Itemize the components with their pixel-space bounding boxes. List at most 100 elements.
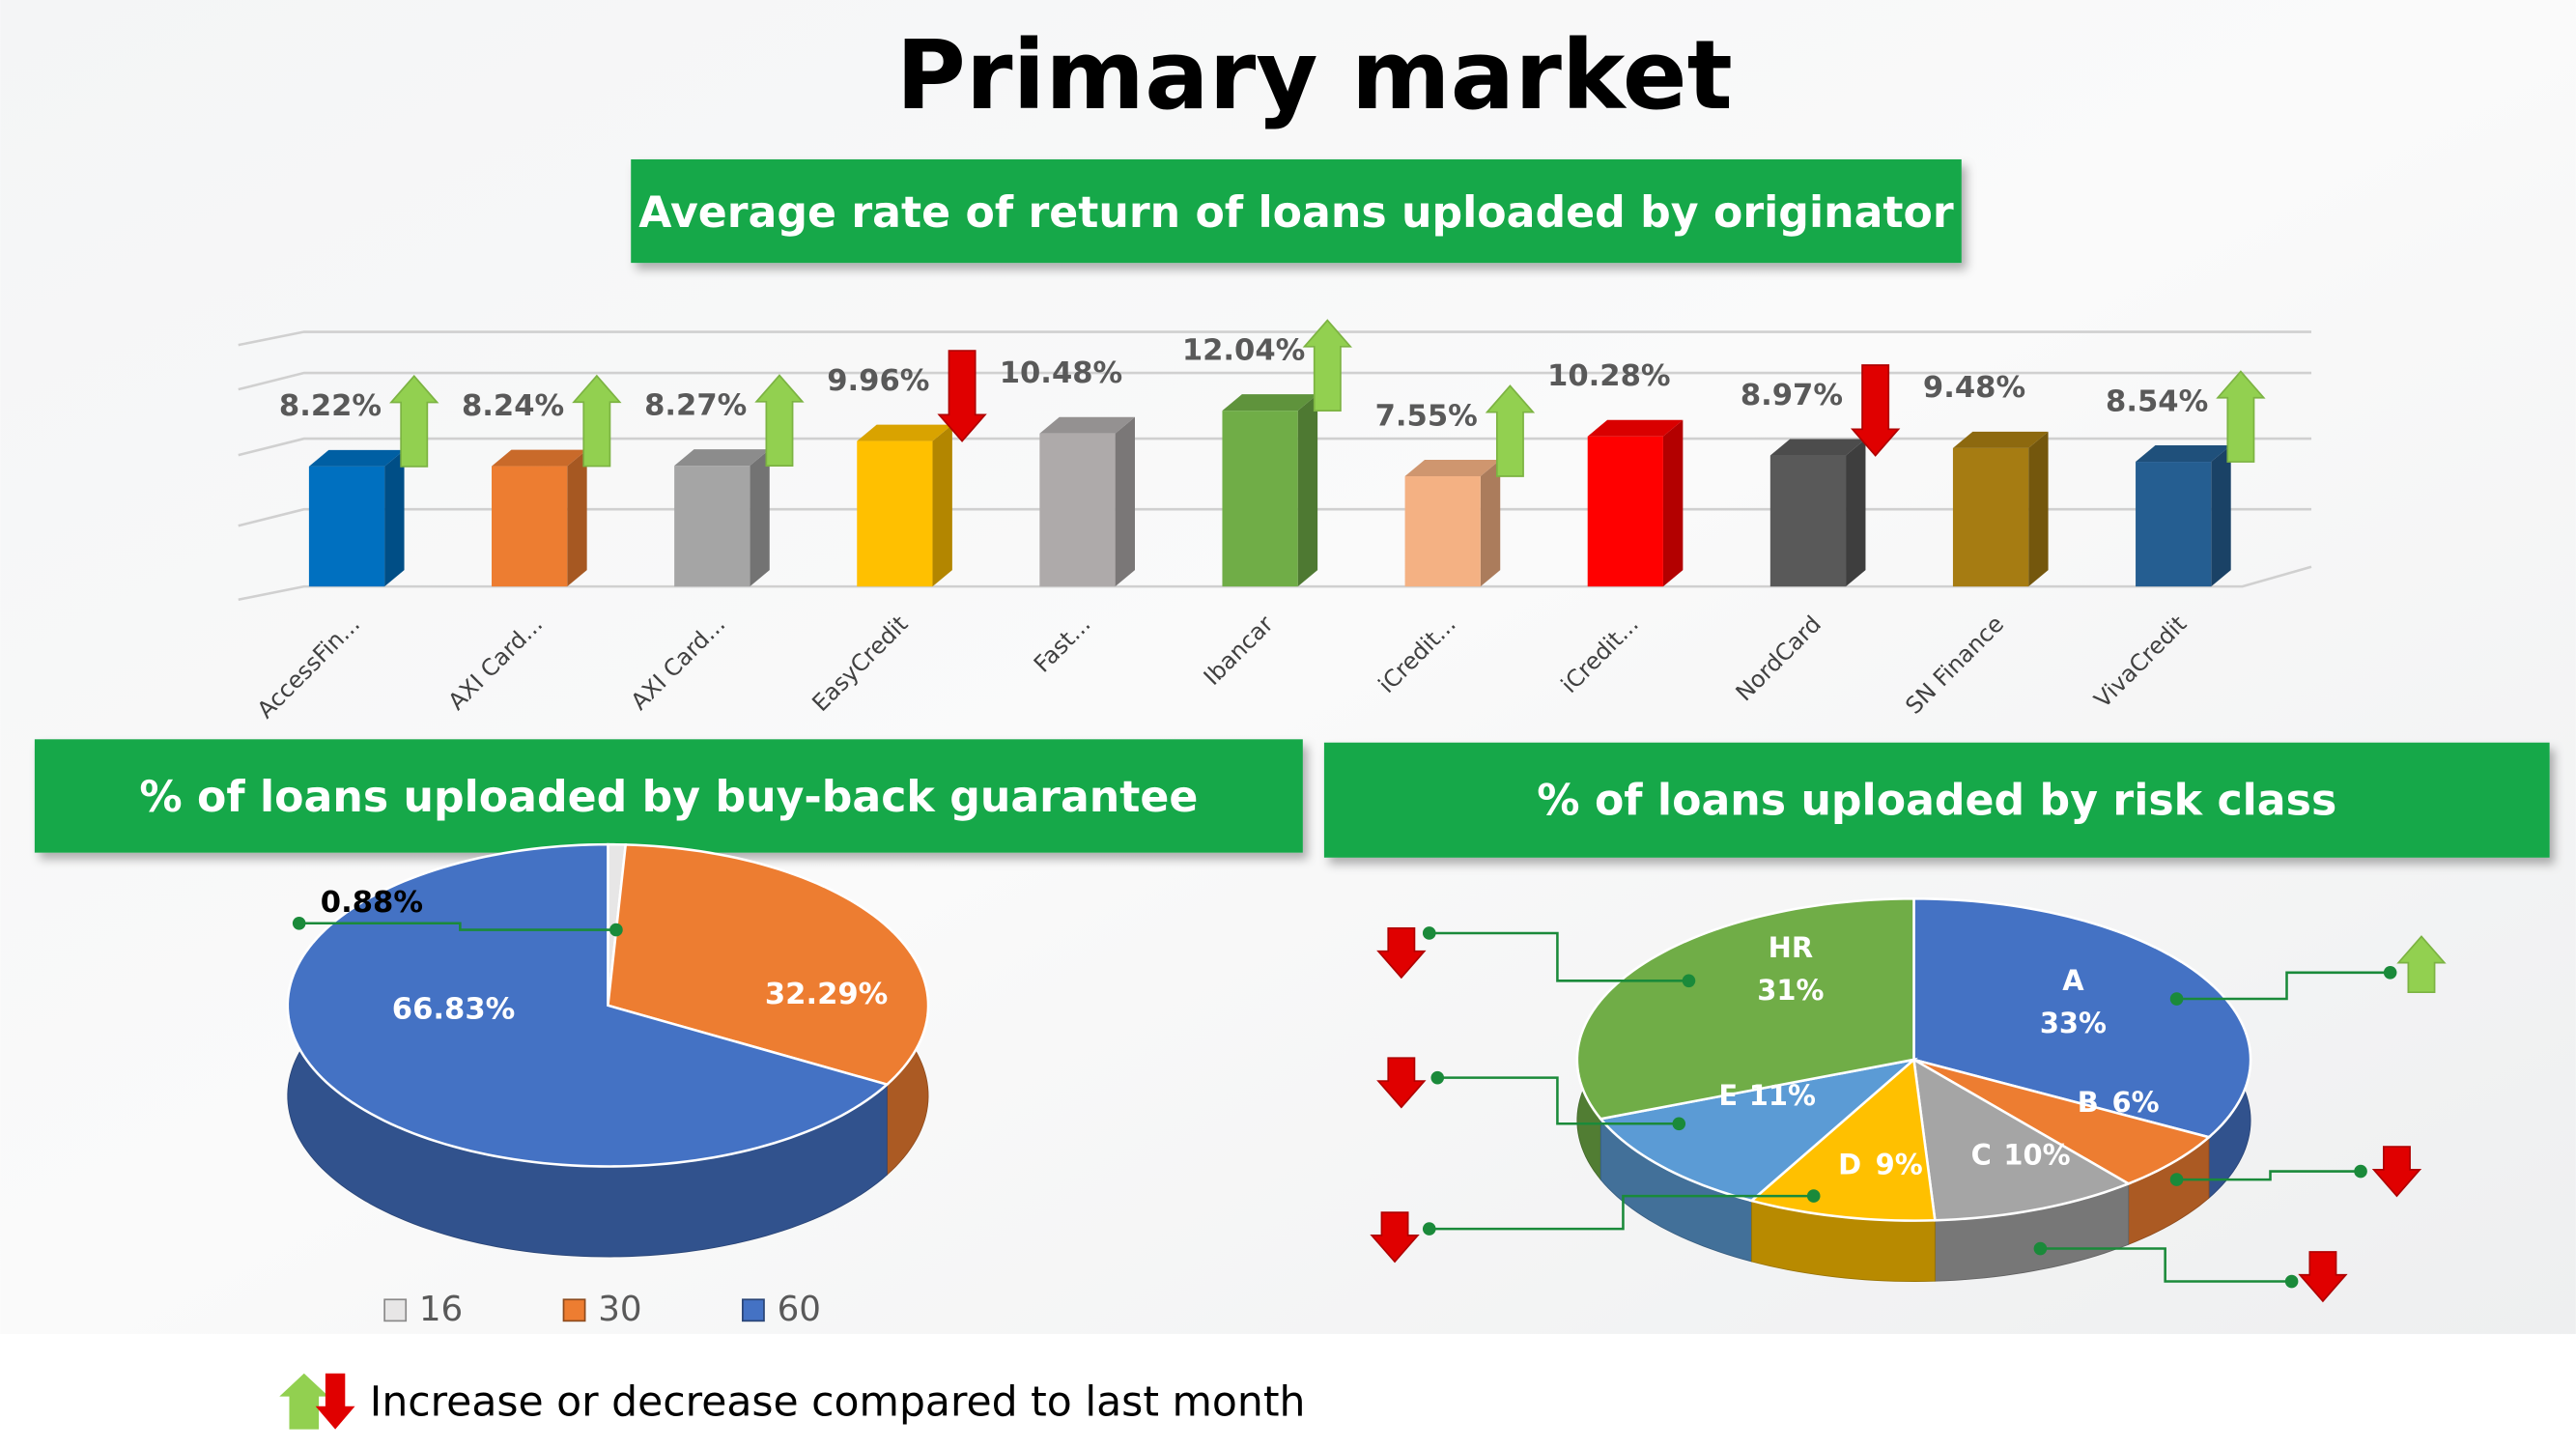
value-label: 6% xyxy=(2112,1086,2160,1119)
bar-side xyxy=(384,449,405,587)
bar-top xyxy=(674,449,770,467)
bar-front xyxy=(1587,436,1663,587)
bar-side xyxy=(1662,419,1684,587)
leader-dot xyxy=(1422,1222,1436,1236)
banner xyxy=(1323,742,2550,858)
category-label: D xyxy=(1838,1148,1861,1180)
page-title: Primary market xyxy=(896,20,1733,131)
bar-top xyxy=(1039,416,1135,434)
bar-top xyxy=(857,424,952,441)
bar-front xyxy=(857,440,933,587)
leader-dot xyxy=(2354,1164,2367,1179)
slice xyxy=(1912,896,2252,1139)
legend-swatch xyxy=(562,1298,586,1322)
legend-swatch xyxy=(742,1298,765,1322)
bar-top xyxy=(492,449,587,467)
slice xyxy=(286,842,890,1168)
leader-line xyxy=(1429,931,1689,982)
legend-label: 16 xyxy=(419,1290,463,1329)
trend-down-arrow xyxy=(1376,1057,1427,1109)
bar-side xyxy=(932,424,952,587)
leader-dot xyxy=(2383,966,2397,980)
bar-top xyxy=(1952,431,2049,448)
back-line xyxy=(238,330,2312,347)
bar-front xyxy=(308,466,385,587)
bar-top xyxy=(1404,460,1501,477)
leader-dot xyxy=(1806,1189,1821,1203)
value-label: 8.24% xyxy=(462,389,564,423)
leader-dot xyxy=(1430,1070,1445,1085)
bar-side xyxy=(2211,445,2231,587)
leader-line xyxy=(2040,1247,2292,1283)
value-label: 9.96% xyxy=(827,364,929,398)
footnote-text: Increase or decrease compared to last mo… xyxy=(370,1379,1306,1427)
trend-up-arrow xyxy=(572,374,622,468)
category-label: A xyxy=(2062,964,2084,997)
bar xyxy=(1404,460,1501,587)
slice xyxy=(1598,1057,1918,1203)
value-label: 8.54% xyxy=(2106,384,2208,418)
bar-front xyxy=(1769,455,1847,587)
bar xyxy=(1952,431,2049,587)
footnote: Increase or decrease compared to last mo… xyxy=(279,1373,1306,1430)
bar-front xyxy=(674,466,750,587)
leader-dot xyxy=(2284,1274,2299,1289)
back-line xyxy=(238,371,2312,391)
chart-title: % of loans uploaded by risk class xyxy=(1537,777,2336,826)
value-label: 31% xyxy=(1757,974,1824,1007)
bar-top xyxy=(308,449,405,467)
bar xyxy=(1039,416,1135,587)
bar-top xyxy=(1587,419,1684,437)
bar-side xyxy=(1115,416,1135,587)
trend-down-arrow xyxy=(1850,364,1901,457)
value-label: 7.55% xyxy=(1375,399,1478,433)
leader-dot xyxy=(2169,992,2184,1006)
trend-down-arrow xyxy=(1376,927,1427,980)
down-arrow-icon xyxy=(315,1373,355,1430)
leader-dot xyxy=(1672,1117,1686,1131)
bar-side xyxy=(1480,460,1501,587)
value-label: 12.04% xyxy=(1182,333,1306,367)
legend-label: 60 xyxy=(778,1290,821,1329)
trend-up-arrow xyxy=(1302,319,1352,412)
bar xyxy=(857,424,952,587)
slice xyxy=(1575,896,1915,1121)
bar-front xyxy=(1952,447,2029,587)
leader-dot xyxy=(1422,926,1436,940)
category-label: E xyxy=(1718,1079,1738,1112)
trend-down-arrow xyxy=(1370,1211,1420,1264)
up-arrow-icon xyxy=(279,1373,329,1430)
leader-dot xyxy=(292,916,306,930)
bar-side xyxy=(1297,394,1318,587)
legend-swatch xyxy=(383,1298,408,1322)
leader-dot xyxy=(1682,974,1696,988)
bar xyxy=(492,449,587,587)
category-label: C xyxy=(1971,1138,1992,1171)
bar-side xyxy=(2028,431,2049,587)
leader-line xyxy=(298,922,616,931)
bar xyxy=(1222,394,1318,587)
value-label: 66.83% xyxy=(392,992,515,1026)
leader-line xyxy=(1437,1076,1680,1125)
leader-dot xyxy=(609,923,623,937)
value-label: 8.97% xyxy=(1741,379,1843,412)
bar-front xyxy=(492,466,568,587)
bar-front xyxy=(2136,462,2212,587)
leader-line xyxy=(2176,971,2391,1001)
banner xyxy=(34,739,1303,853)
trend-down-arrow xyxy=(2371,1146,2422,1198)
value-label: 33% xyxy=(2040,1007,2107,1039)
value-label: 8.22% xyxy=(279,389,382,423)
bar-front xyxy=(1222,411,1298,587)
value-label: 8.27% xyxy=(644,388,747,422)
leader-line xyxy=(2176,1170,2362,1181)
bar-side xyxy=(750,449,770,587)
chart-title: Average rate of return of loans uploaded… xyxy=(638,188,1954,238)
trend-up-arrow xyxy=(754,374,805,467)
floor-line xyxy=(238,565,2312,601)
bar xyxy=(308,449,405,587)
value-label: 9% xyxy=(1876,1148,1923,1180)
value-label: 10.48% xyxy=(1000,356,1123,390)
slice xyxy=(1911,1057,2132,1222)
